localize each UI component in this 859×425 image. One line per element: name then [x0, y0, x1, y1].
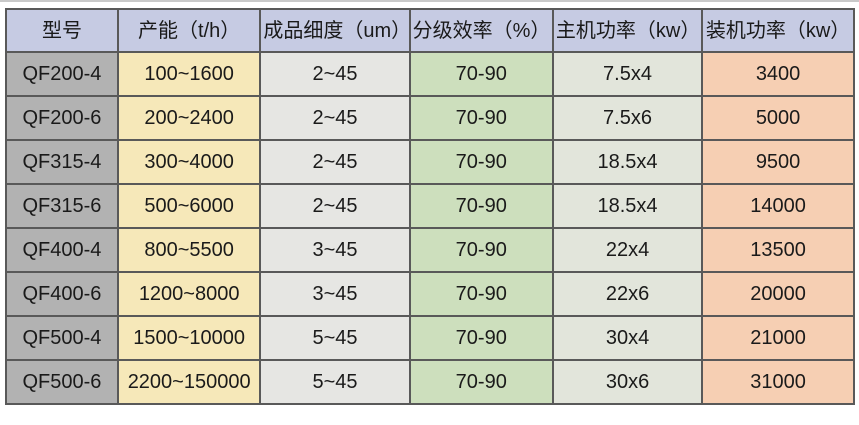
cell-fineness: 5~45	[259, 315, 411, 361]
table-row: QF200-4 100~1600 2~45 70-90 7.5x4 3400	[5, 51, 855, 97]
cell-installed-power: 31000	[701, 359, 855, 405]
cell-capacity: 1200~8000	[116, 271, 262, 317]
column-header-model: 型号	[5, 8, 119, 53]
cell-efficiency: 70-90	[408, 271, 554, 317]
cell-model: QF400-6	[5, 271, 119, 317]
cell-fineness: 3~45	[259, 271, 411, 317]
cell-main-power: 22x6	[551, 271, 704, 317]
cell-installed-power: 14000	[701, 183, 855, 229]
cell-model: QF500-4	[5, 315, 119, 361]
cell-fineness: 2~45	[259, 95, 411, 141]
cell-model: QF200-4	[5, 51, 119, 97]
table-row: QF200-6 200~2400 2~45 70-90 7.5x6 5000	[5, 95, 855, 141]
cell-fineness: 5~45	[259, 359, 411, 405]
column-header-fineness: 成品细度（um）	[259, 8, 411, 53]
cell-model: QF500-6	[5, 359, 119, 405]
table-row: QF500-6 2200~150000 5~45 70-90 30x6 3100…	[5, 359, 855, 405]
table-row: QF315-6 500~6000 2~45 70-90 18.5x4 14000	[5, 183, 855, 229]
cell-main-power: 18.5x4	[551, 139, 704, 185]
header-row: 型号 产能（t/h） 成品细度（um） 分级效率（%） 主机功率（kw） 装机功…	[5, 8, 855, 53]
product-spec-table: 型号 产能（t/h） 成品细度（um） 分级效率（%） 主机功率（kw） 装机功…	[5, 8, 855, 405]
table-row: QF500-4 1500~10000 5~45 70-90 30x4 21000	[5, 315, 855, 361]
cell-installed-power: 20000	[701, 271, 855, 317]
column-header-main-power: 主机功率（kw）	[551, 8, 704, 53]
cell-installed-power: 5000	[701, 95, 855, 141]
cell-capacity: 1500~10000	[116, 315, 262, 361]
cell-main-power: 7.5x6	[551, 95, 704, 141]
cell-fineness: 3~45	[259, 227, 411, 273]
cell-fineness: 2~45	[259, 183, 411, 229]
cell-installed-power: 21000	[701, 315, 855, 361]
cell-fineness: 2~45	[259, 51, 411, 97]
spec-table-container: 型号 产能（t/h） 成品细度（um） 分级效率（%） 主机功率（kw） 装机功…	[5, 8, 855, 405]
column-header-efficiency: 分级效率（%）	[408, 8, 554, 53]
cell-efficiency: 70-90	[408, 95, 554, 141]
cell-main-power: 7.5x4	[551, 51, 704, 97]
cell-efficiency: 70-90	[408, 227, 554, 273]
column-header-installed-power: 装机功率（kw）	[701, 8, 855, 53]
cell-efficiency: 70-90	[408, 51, 554, 97]
cell-installed-power: 3400	[701, 51, 855, 97]
table-row: QF315-4 300~4000 2~45 70-90 18.5x4 9500	[5, 139, 855, 185]
table-row: QF400-6 1200~8000 3~45 70-90 22x6 20000	[5, 271, 855, 317]
cell-main-power: 30x4	[551, 315, 704, 361]
cell-capacity: 500~6000	[116, 183, 262, 229]
cell-main-power: 22x4	[551, 227, 704, 273]
cell-installed-power: 9500	[701, 139, 855, 185]
cell-efficiency: 70-90	[408, 183, 554, 229]
cell-model: QF200-6	[5, 95, 119, 141]
cell-main-power: 18.5x4	[551, 183, 704, 229]
cell-capacity: 800~5500	[116, 227, 262, 273]
cell-fineness: 2~45	[259, 139, 411, 185]
cell-main-power: 30x6	[551, 359, 704, 405]
cell-model: QF400-4	[5, 227, 119, 273]
cell-capacity: 100~1600	[116, 51, 262, 97]
cell-capacity: 200~2400	[116, 95, 262, 141]
cell-model: QF315-4	[5, 139, 119, 185]
page-top-divider	[0, 0, 859, 2]
cell-efficiency: 70-90	[408, 315, 554, 361]
cell-efficiency: 70-90	[408, 359, 554, 405]
cell-installed-power: 13500	[701, 227, 855, 273]
column-header-capacity: 产能（t/h）	[116, 8, 262, 53]
cell-model: QF315-6	[5, 183, 119, 229]
cell-capacity: 2200~150000	[116, 359, 262, 405]
cell-capacity: 300~4000	[116, 139, 262, 185]
cell-efficiency: 70-90	[408, 139, 554, 185]
table-row: QF400-4 800~5500 3~45 70-90 22x4 13500	[5, 227, 855, 273]
